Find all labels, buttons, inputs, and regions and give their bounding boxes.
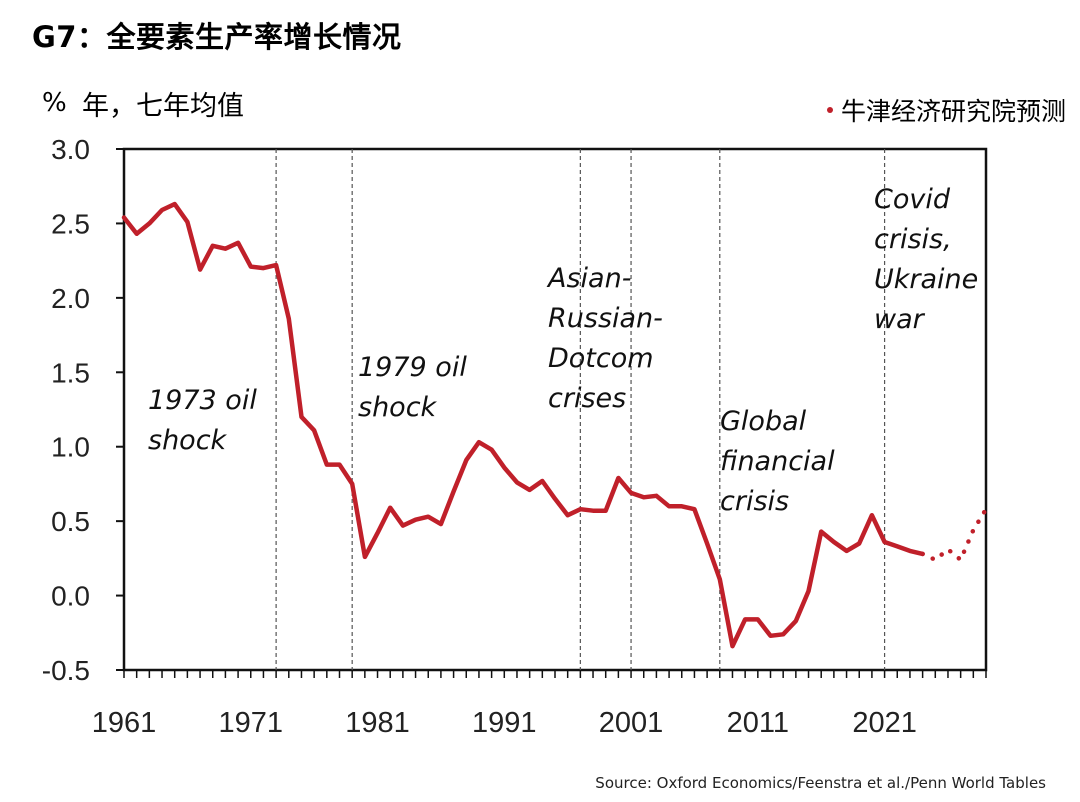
y-tick-label: 1.0 [51,432,90,463]
chart-title: G7：全要素生产率增长情况 [32,20,402,54]
annotation-line: Global [720,406,807,437]
y-tick-label: 0.0 [51,581,90,612]
annotation-line: Russian- [548,303,663,334]
event-annotation: Covid crisis, Ukraine war [874,184,978,335]
y-tick-label: 2.0 [51,283,90,314]
legend-dot-icon [826,107,833,113]
annotation-line: crises [548,383,626,414]
annotation-line: 1979 oil [358,352,467,383]
annotation-line: financial [720,446,835,477]
legend-label: 牛津经济研究院预测 [840,97,1066,126]
x-tick-label: 1961 [92,707,157,739]
x-tick-label: 1981 [345,707,410,739]
y-tick-label: 3.0 [51,134,90,165]
y-tick-label: -0.5 [42,655,90,686]
event-annotation: 1979 oil shock [358,352,467,423]
event-annotation: Global financial crisis [720,406,835,517]
x-tick-label: 1991 [472,707,537,739]
legend: 牛津经济研究院预测 [826,92,1066,128]
annotation-line: war [874,304,926,335]
x-tick-label: 2001 [599,707,664,739]
annotation-line: Ukraine [874,264,978,295]
annotation-line: shock [358,392,438,423]
x-tick-label: 2011 [727,707,789,739]
annotation-line: 1973 oil [148,385,257,416]
event-annotation: 1973 oil shock [148,385,257,456]
historical-series-line [121,201,925,649]
annotation-line: Dotcom [548,343,654,374]
y-tick-label: 2.5 [51,208,90,239]
x-tick-label: 2021 [852,707,917,739]
y-unit-label: 年，七年均值 [82,91,244,122]
source-note: Source: Oxford Economics/Feenstra et al.… [595,774,1046,792]
x-tick-label: 1971 [219,707,284,739]
annotation-line: Asian- [546,263,631,294]
forecast-series-line [920,506,989,564]
annotation-line: crisis, [874,224,952,255]
y-tick-label: 1.5 [51,357,90,388]
annotation-line: shock [148,425,228,456]
y-tick-label: 0.5 [51,506,90,537]
annotation-line: crisis [720,486,789,517]
y-unit-symbol: % [42,88,67,118]
event-annotation: Asian- Russian- Dotcom crises [546,263,663,414]
annotation-line: Covid [874,184,951,215]
